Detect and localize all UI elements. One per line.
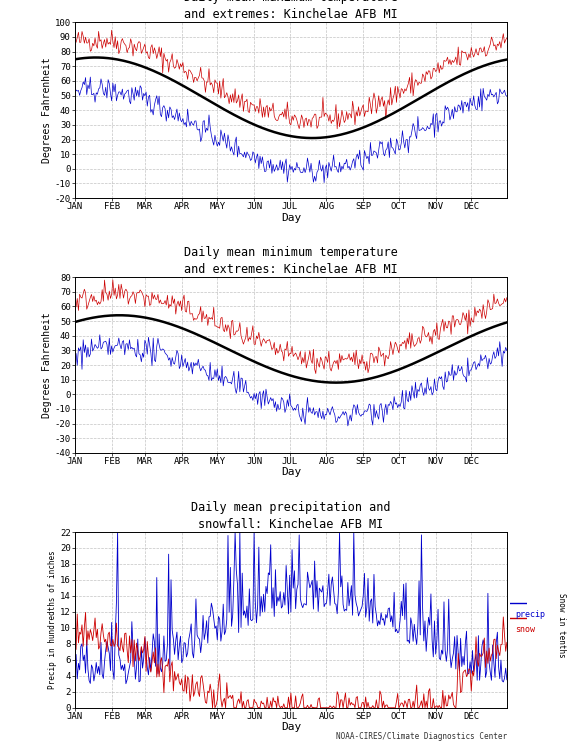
X-axis label: Day: Day (281, 723, 301, 732)
Text: precip: precip (516, 610, 545, 619)
X-axis label: Day: Day (281, 212, 301, 223)
Text: Snow in tenths: Snow in tenths (557, 594, 566, 658)
X-axis label: Day: Day (281, 467, 301, 478)
Text: snow: snow (516, 625, 536, 634)
Y-axis label: Degrees Fahrenheit: Degrees Fahrenheit (42, 312, 52, 418)
Text: NOAA-CIRES/Climate Diagnostics Center: NOAA-CIRES/Climate Diagnostics Center (336, 732, 507, 741)
Y-axis label: Degrees Fahrenheit: Degrees Fahrenheit (42, 57, 52, 163)
Y-axis label: Precip in hundredths of inches: Precip in hundredths of inches (48, 551, 57, 689)
Title: Daily mean precipitation and
snowfall: Kinchelae AFB MI: Daily mean precipitation and snowfall: K… (191, 501, 391, 531)
Title: Daily mean maximum temperature
and extremes: Kinchelae AFB MI: Daily mean maximum temperature and extre… (184, 0, 398, 21)
Title: Daily mean minimum temperature
and extremes: Kinchelae AFB MI: Daily mean minimum temperature and extre… (184, 246, 398, 276)
